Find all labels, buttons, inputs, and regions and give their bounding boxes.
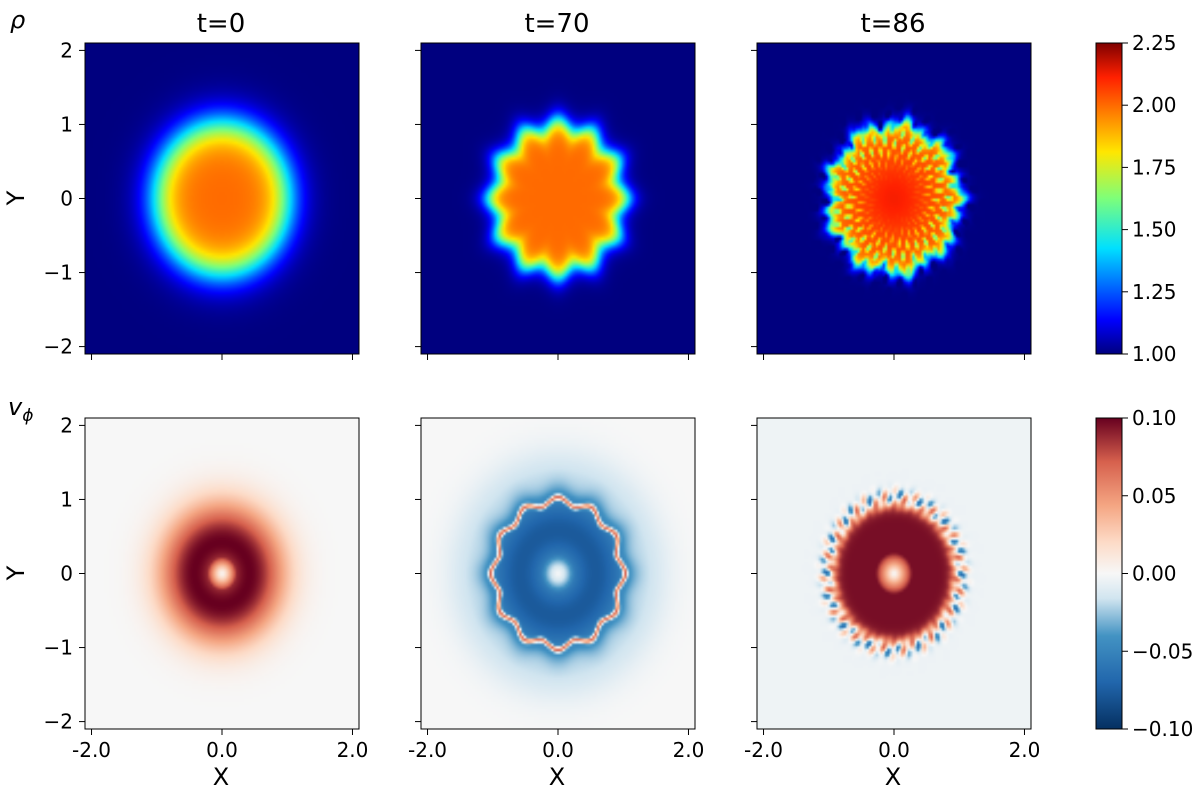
row-labels: ρ vϕ xyxy=(8,6,33,426)
x-tick-label: 2.0 xyxy=(337,738,369,762)
time-title-0: t=0 xyxy=(197,9,246,39)
colorbar-tick-label: 1.25 xyxy=(1132,280,1177,304)
x-tick-label: -2.0 xyxy=(744,738,783,762)
colorbar-tick-label: 1.00 xyxy=(1132,342,1177,366)
colorbar-rho xyxy=(1095,42,1123,355)
colorbar-vphi-gradient xyxy=(1095,417,1123,730)
x-tick-label: 2.0 xyxy=(1009,738,1041,762)
x-axis-label-0: X xyxy=(213,763,229,791)
x-tick-label: 2.0 xyxy=(673,738,705,762)
colorbar-tick-label: 2.00 xyxy=(1132,93,1177,117)
colorbar-tick-label: 1.50 xyxy=(1132,218,1177,242)
colorbar-rho-gradient xyxy=(1095,42,1123,355)
y-axis-label-top: Y xyxy=(2,190,30,206)
x-tick-label: -2.0 xyxy=(408,738,447,762)
heatmap-rho-t0 xyxy=(85,43,359,354)
time-titles: t=0 t=70 t=86 xyxy=(197,9,926,39)
y-tick-label: 2 xyxy=(60,413,73,437)
x-axis-label-1: X xyxy=(549,763,565,791)
y-tick-label: 1 xyxy=(60,487,73,511)
time-title-1: t=70 xyxy=(524,9,589,39)
colorbar-vphi xyxy=(1095,417,1123,730)
heatmap-rho-t2 xyxy=(757,43,1031,354)
row-label-vphi-sub: ϕ xyxy=(22,406,33,426)
x-tick-label: 0.0 xyxy=(542,738,574,762)
colorbar-tick-label: 0.00 xyxy=(1132,562,1177,586)
x-axis-label-2: X xyxy=(885,763,901,791)
panels-layer xyxy=(84,42,1032,730)
row-label-rho: ρ xyxy=(10,6,25,34)
colorbar-ticks-layer: 2.25 2.00 1.75 1.50 1.25 1.00 0.10 0.05 0.00 −0.0… xyxy=(1122,31,1193,741)
y-tick-label: −2 xyxy=(44,710,73,734)
colorbar-tick-label: −0.05 xyxy=(1132,639,1193,663)
axis-labels: Y Y X X X xyxy=(2,190,901,791)
y-tick-label: −1 xyxy=(44,261,73,285)
y-tick-label: 1 xyxy=(60,112,73,136)
colorbar-tick-label: 0.05 xyxy=(1132,484,1177,508)
colorbar-tick-label: 2.25 xyxy=(1132,31,1177,55)
colorbar-tick-label: 0.10 xyxy=(1132,406,1177,430)
x-tick-label: -2.0 xyxy=(72,738,111,762)
heatmap-vphi-t0 xyxy=(85,418,359,729)
time-title-2: t=86 xyxy=(860,9,925,39)
y-axis-label-bottom: Y xyxy=(2,565,30,581)
row-label-vphi-main: v xyxy=(8,393,23,421)
axis-ticks-layer: 2 1 0 −1 −2 2 1 0 −1 −2 -2.0 0.0 2.0 -2.0 0.0 2.0 -2.0 0.… xyxy=(44,38,1041,762)
x-tick-label: 0.0 xyxy=(206,738,238,762)
y-tick-label: 0 xyxy=(60,562,73,586)
y-tick-label: 0 xyxy=(60,187,73,211)
heatmap-vphi-t2 xyxy=(757,418,1031,729)
y-tick-label: −2 xyxy=(44,335,73,359)
heatmap-rho-t1 xyxy=(421,43,695,354)
row-label-vphi: vϕ xyxy=(8,393,33,426)
y-tick-label: −1 xyxy=(44,636,73,660)
heatmap-vphi-t1 xyxy=(421,418,695,729)
colorbar-tick-label: −0.10 xyxy=(1132,717,1193,741)
y-tick-label: 2 xyxy=(60,38,73,62)
colorbar-tick-label: 1.75 xyxy=(1132,155,1177,179)
x-tick-label: 0.0 xyxy=(878,738,910,762)
